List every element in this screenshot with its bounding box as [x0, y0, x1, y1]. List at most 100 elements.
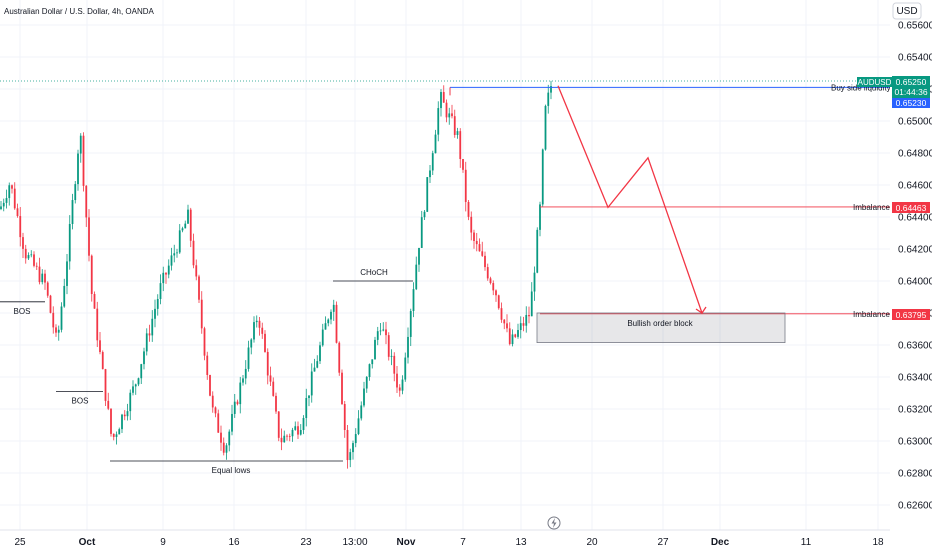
- price-text: 0.65250: [896, 77, 927, 87]
- candle-body: [211, 395, 214, 408]
- candle-body: [225, 445, 228, 453]
- candle-body: [478, 244, 481, 252]
- candle-body: [404, 357, 407, 380]
- choch-label: CHoCH: [360, 268, 388, 277]
- candle-body: [288, 435, 291, 437]
- candle-body: [539, 204, 541, 230]
- candle-body: [255, 320, 258, 323]
- x-tick-label: Dec: [711, 537, 730, 548]
- candle-body: [148, 333, 151, 336]
- candle-body: [473, 232, 475, 241]
- candle-body: [16, 208, 19, 217]
- order-block-label: Bullish order block: [627, 319, 693, 328]
- bos-label-1: BOS: [14, 307, 31, 316]
- candle-body: [266, 351, 269, 376]
- candle-body: [63, 285, 66, 307]
- candle-body: [165, 272, 167, 275]
- candle-body: [335, 304, 338, 343]
- candle-body: [5, 198, 8, 203]
- candle-body: [38, 266, 41, 283]
- candle-body: [233, 401, 236, 414]
- y-tick-label: 0.64000: [898, 277, 932, 288]
- candle-body: [382, 329, 385, 331]
- candle-body: [11, 185, 13, 189]
- candle-body: [530, 291, 533, 317]
- candle-body: [368, 364, 371, 377]
- price-badge: [892, 76, 930, 98]
- candle-body: [387, 335, 390, 357]
- candle-body: [525, 314, 528, 326]
- candle-body: [489, 278, 492, 284]
- candle-body: [239, 382, 242, 405]
- candle-body: [280, 437, 283, 443]
- candle-body: [258, 320, 261, 328]
- candle-body: [343, 403, 346, 430]
- candle-body: [184, 223, 187, 229]
- lightning-icon[interactable]: [547, 516, 561, 530]
- projection-path[interactable]: [557, 85, 703, 314]
- candle-body: [415, 264, 418, 290]
- x-axis-ticks[interactable]: 25 Oct 9 16 23 13:00 Nov 7 13 20 27 Dec 11 18: [14, 537, 884, 548]
- candle-body: [431, 153, 434, 171]
- y-tick-label: 0.65600: [898, 21, 932, 32]
- bullish-order-block[interactable]: [536, 312, 786, 344]
- currency-label[interactable]: USD: [896, 6, 917, 17]
- candle-body: [22, 237, 24, 249]
- candle-body: [112, 433, 115, 437]
- candle-body: [55, 327, 57, 333]
- x-tick-label: 16: [228, 537, 240, 548]
- x-tick-label: 13: [515, 537, 527, 548]
- candle-body: [357, 418, 360, 435]
- candle-body: [8, 185, 11, 199]
- candle-body: [486, 267, 489, 279]
- candle-body: [412, 289, 415, 312]
- candle-body: [236, 401, 239, 405]
- y-tick-label: 0.64800: [898, 149, 932, 160]
- imbalance-price-1: 0.64463: [896, 203, 927, 213]
- candle-body: [19, 216, 22, 238]
- candle-body: [297, 426, 299, 435]
- candle-body: [0, 206, 2, 209]
- candle-body: [57, 329, 60, 333]
- candle-body: [514, 334, 517, 337]
- candle-body: [420, 217, 423, 248]
- bid-badge: [892, 98, 930, 108]
- candle-body: [302, 418, 305, 431]
- imbalance-badge-1: [892, 202, 930, 213]
- currency-button[interactable]: [892, 2, 922, 20]
- candle-body: [66, 261, 68, 286]
- candle-body: [544, 105, 547, 150]
- candle-body: [528, 314, 530, 317]
- candle-body: [396, 373, 398, 388]
- candle-body: [244, 368, 247, 379]
- candle-body: [93, 293, 96, 309]
- candle-body: [291, 429, 294, 437]
- candle-body: [173, 253, 176, 256]
- candle-body: [349, 452, 352, 461]
- candle-body: [365, 376, 368, 389]
- candle-body: [222, 442, 225, 453]
- candle-body: [332, 304, 335, 312]
- candle-body: [24, 248, 27, 259]
- candle-body: [453, 116, 456, 135]
- candle-body: [316, 361, 319, 368]
- candles: [0, 80, 552, 469]
- candle-body: [547, 92, 550, 106]
- candle-body: [385, 329, 387, 336]
- candle-body: [269, 375, 272, 382]
- candle-body: [13, 188, 16, 209]
- candle-body: [550, 86, 552, 93]
- candle-body: [327, 319, 330, 324]
- x-tick-label: 13:00: [342, 537, 367, 548]
- candle-body: [434, 134, 437, 154]
- x-tick-label: 25: [14, 537, 26, 548]
- candle-body: [170, 255, 173, 266]
- candle-body: [44, 273, 46, 283]
- candle-body: [503, 319, 506, 324]
- candle-body: [181, 228, 184, 231]
- candle-body: [401, 379, 404, 391]
- drawings[interactable]: Buy side liquidity Imbalance Imbalance Bull…: [0, 80, 891, 475]
- x-tick-label: 23: [300, 537, 312, 548]
- candle-body: [497, 295, 500, 309]
